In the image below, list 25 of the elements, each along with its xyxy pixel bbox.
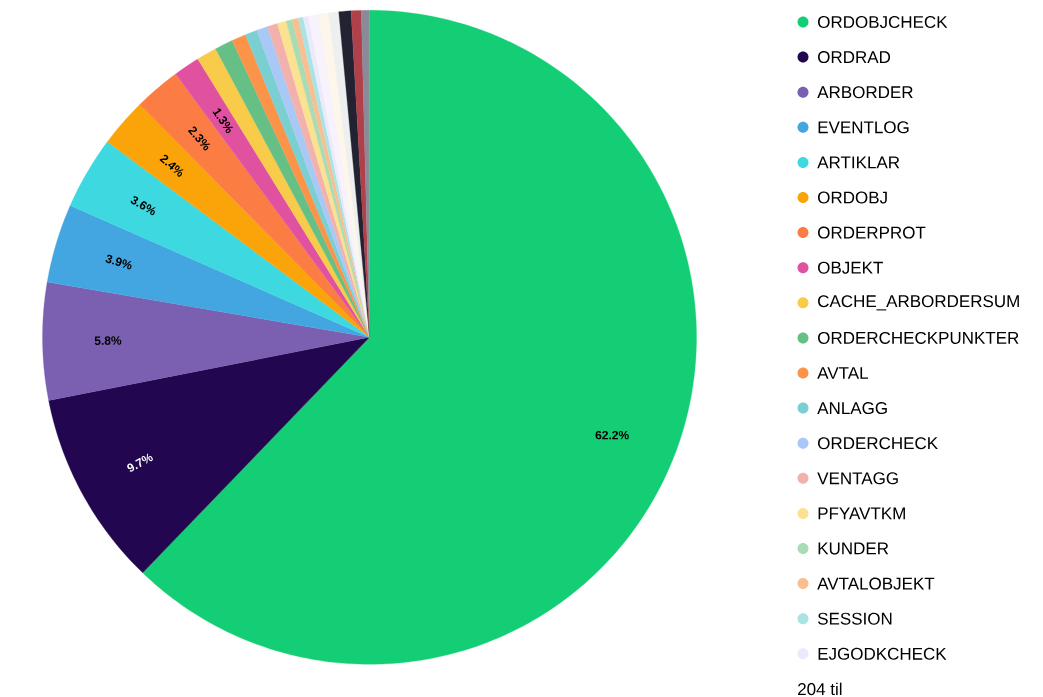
data-label: 3.9%: [105, 254, 132, 270]
legend-label: EVENTLOG: [818, 121, 909, 134]
legend-label: ORDERCHECK: [818, 437, 938, 450]
legend-label: ANLAGG: [817, 402, 887, 415]
legend-label: CACHE_ARBORDERSUM: [818, 295, 1019, 311]
legend-label: KUNDER: [818, 542, 889, 555]
legend-label: ORDRAD: [818, 51, 891, 64]
legend-label: ARTIKLAR: [817, 156, 900, 169]
legend-label: ORDOBJCHECK: [818, 15, 948, 29]
legend-label: VENTAGG: [817, 472, 898, 485]
data-label: 3.6%: [130, 196, 156, 216]
legend-label: ARBORDER: [817, 86, 913, 99]
legend-label: ORDERPROT: [818, 226, 926, 239]
legend-label: OBJEKT: [818, 261, 883, 274]
legend-label: AVTALOBJEKT: [817, 577, 935, 590]
legend-label: PFYAVTKM: [818, 507, 905, 520]
legend-label: SESSION: [817, 612, 892, 625]
legend-label: AVTAL: [817, 367, 868, 379]
data-label: 9.7%: [127, 453, 153, 472]
legend-label: ORDOBJ: [818, 191, 887, 204]
text: 204 til: [798, 682, 842, 696]
data-label: 62.2%: [595, 430, 629, 440]
legend-label: EJGODKCHECK: [818, 647, 947, 660]
data-label: 5.8%: [94, 336, 122, 345]
legend-label: ORDERCHECKPUNKTER: [818, 331, 1019, 344]
